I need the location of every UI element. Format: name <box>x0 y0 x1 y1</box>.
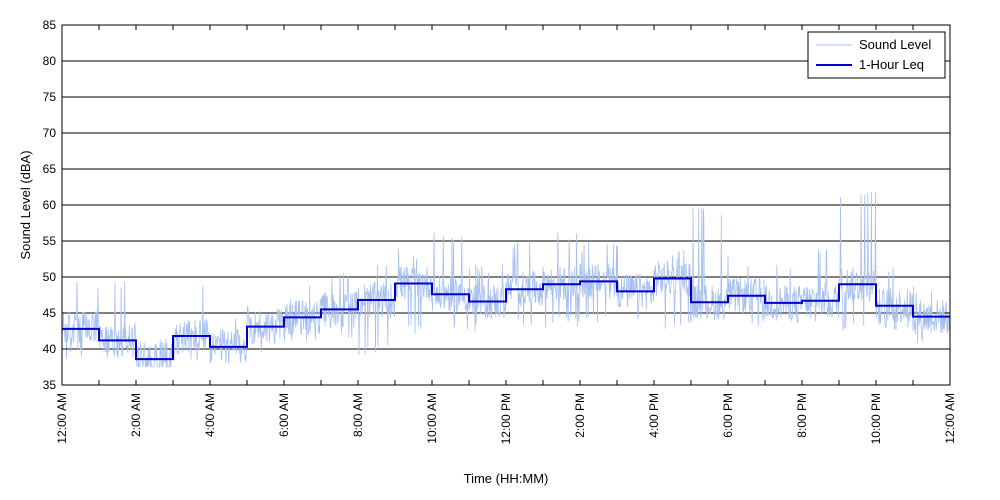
x-tick-label: 8:00 AM <box>351 393 365 437</box>
y-tick-label: 50 <box>43 270 57 284</box>
x-tick-label: 12:00 AM <box>55 393 69 444</box>
legend-sound-level-label: Sound Level <box>859 37 931 52</box>
y-tick-label: 45 <box>43 306 57 320</box>
y-tick-label: 70 <box>43 126 57 140</box>
x-tick-label: 6:00 PM <box>721 393 735 438</box>
sound-level-line <box>61 191 950 369</box>
y-axis-title: Sound Level (dBA) <box>18 150 33 259</box>
y-tick-label: 35 <box>43 378 57 392</box>
x-tick-label: 12:00 AM <box>943 393 957 444</box>
legend-box <box>807 31 946 79</box>
x-tick-label: 8:00 PM <box>795 393 809 438</box>
x-tick-label: 4:00 PM <box>647 393 661 438</box>
leq-step-line <box>62 277 950 361</box>
y-tick-label: 75 <box>43 90 57 104</box>
y-tick-label: 55 <box>43 234 57 248</box>
x-tick-label: 2:00 AM <box>129 393 143 437</box>
x-tick-label: 6:00 AM <box>277 393 291 437</box>
series-layer <box>61 191 950 369</box>
y-tick-label: 40 <box>43 342 57 356</box>
y-tick-label: 60 <box>43 198 57 212</box>
y-tick-label: 80 <box>43 54 57 68</box>
gridlines <box>62 60 950 350</box>
y-tick-label: 85 <box>43 18 57 32</box>
x-tick-label: 2:00 PM <box>573 393 587 438</box>
x-tick-label: 10:00 PM <box>869 393 883 444</box>
legend-leq-label: 1-Hour Leq <box>859 57 924 72</box>
x-tick-label: 4:00 AM <box>203 393 217 437</box>
legend: Sound Level 1-Hour Leq <box>807 31 946 79</box>
x-axis-title: Time (HH:MM) <box>464 471 549 486</box>
x-tick-label: 10:00 AM <box>425 393 439 444</box>
axis-ticks: 35 40 45 50 55 60 65 70 75 80 85 12:00 AM 2:00 AM 4:0… <box>43 18 957 444</box>
y-tick-label: 65 <box>43 162 57 176</box>
x-tick-label: 12:00 PM <box>499 393 513 444</box>
